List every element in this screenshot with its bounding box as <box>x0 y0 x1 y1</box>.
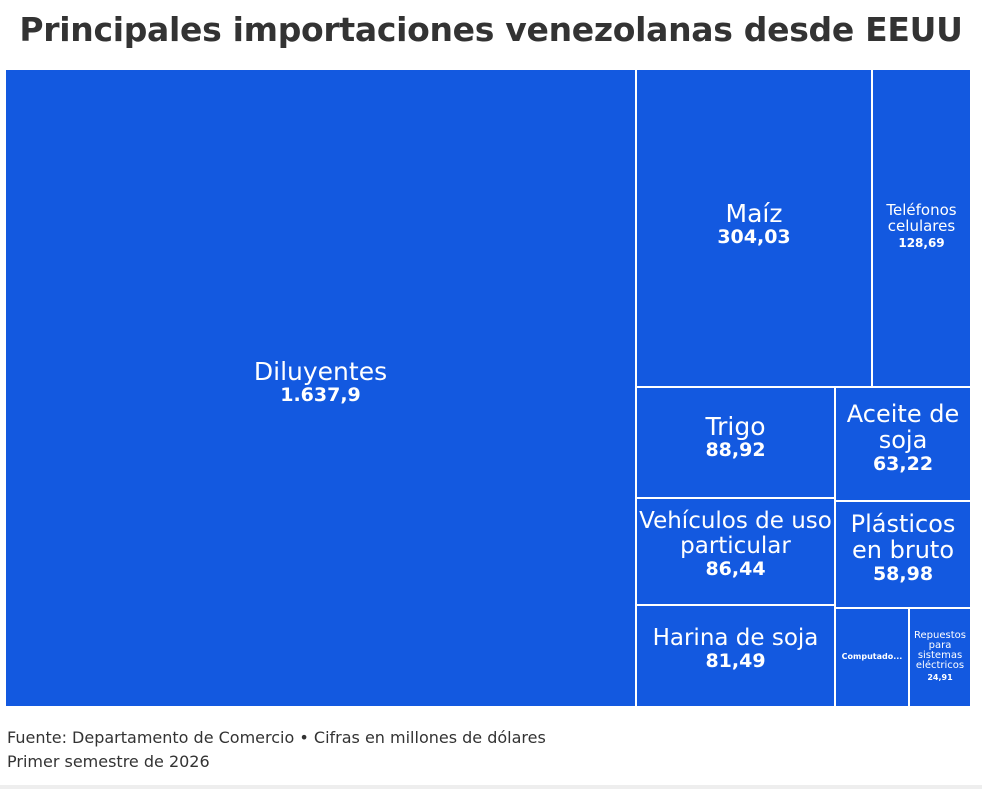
tile-value: 88,92 <box>705 439 766 461</box>
tile-label: Harina de soja <box>652 625 819 651</box>
tile-aceite-de-soja[interactable]: Aceite de soja 63,22 <box>836 388 970 500</box>
tile-label: Plásticos en bruto <box>850 510 956 564</box>
tile-label: Diluyentes <box>253 357 388 386</box>
tile-value: 63,22 <box>872 452 934 475</box>
tile-label: Aceite de soja <box>846 400 960 454</box>
tile-value: 24,91 <box>927 673 953 682</box>
footer-period: Primer semestre de 2026 <box>7 752 210 771</box>
tile-repuestos-sistemas-electricos[interactable]: Repuestos para sistemas eléctricos 24,91 <box>910 609 970 706</box>
tile-plasticos-en-bruto[interactable]: Plásticos en bruto 58,98 <box>836 502 970 607</box>
tile-label: Teléfonos celulares <box>886 201 957 236</box>
tile-value: 81,49 <box>705 649 766 672</box>
tile-label: Maíz <box>725 199 783 228</box>
tile-value: 1.637,9 <box>280 384 361 406</box>
tile-computadoras[interactable]: Computado... <box>836 609 908 706</box>
tile-telefonos-celulares[interactable]: Teléfonos celulares 128,69 <box>873 70 970 386</box>
tile-value: 58,98 <box>872 562 934 585</box>
tile-label: Computado... <box>841 652 903 661</box>
footer-source: Fuente: Departamento de Comercio • Cifra… <box>7 728 546 747</box>
tile-label: Repuestos para sistemas eléctricos <box>914 630 966 671</box>
tile-value: 304,03 <box>717 226 791 248</box>
tile-harina-de-soja[interactable]: Harina de soja 81,49 <box>637 606 834 706</box>
tile-vehiculos-uso-particular[interactable]: Vehículos de uso particular 86,44 <box>637 499 834 604</box>
bottom-divider <box>0 785 982 789</box>
tile-label: Vehículos de uso particular <box>639 508 832 559</box>
chart-title: Principales importaciones venezolanas de… <box>19 10 963 49</box>
tile-value: 128,69 <box>898 236 945 251</box>
tile-label: Trigo <box>705 412 766 441</box>
tile-value: 86,44 <box>705 557 766 580</box>
tile-trigo[interactable]: Trigo 88,92 <box>637 388 834 497</box>
treemap: Diluyentes 1.637,9 Maíz 304,03 Teléfonos… <box>6 70 970 706</box>
tile-diluyentes[interactable]: Diluyentes 1.637,9 <box>6 70 635 706</box>
tile-maiz[interactable]: Maíz 304,03 <box>637 70 871 386</box>
